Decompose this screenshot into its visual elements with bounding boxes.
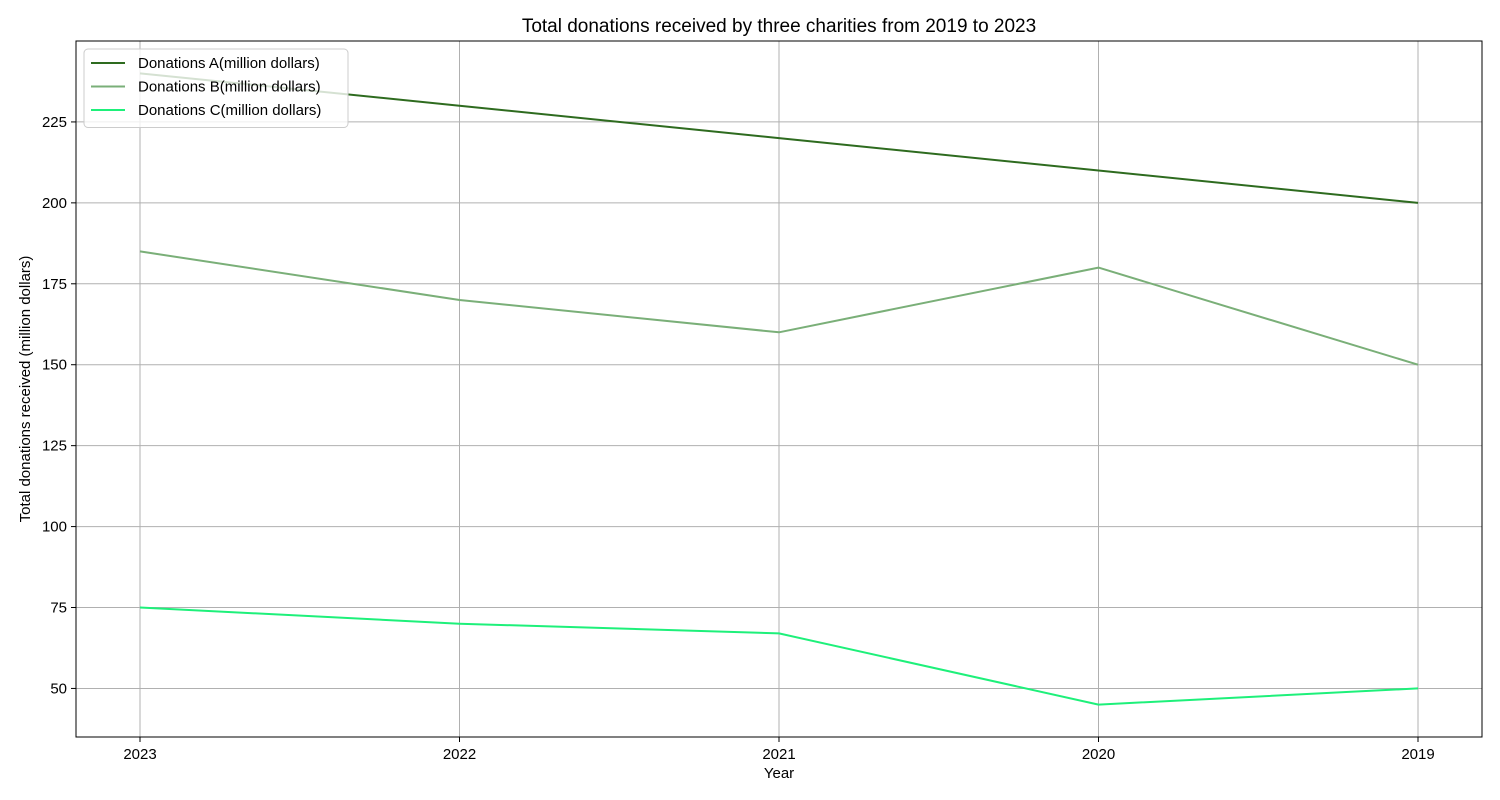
series-line-3 — [139, 606, 1419, 706]
y-tick-label: 175 — [42, 276, 67, 293]
x-axis-label: Year — [764, 765, 794, 782]
x-tick-label: 2022 — [443, 746, 476, 763]
x-tick-label: 2019 — [1401, 746, 1434, 763]
chart-title: Total donations received by three charit… — [522, 16, 1036, 37]
legend-label: Donations B(million dollars) — [138, 79, 321, 96]
series-line-1 — [139, 72, 1419, 204]
y-tick-label: 50 — [50, 680, 67, 697]
y-tick-label: 225 — [42, 114, 67, 131]
y-tick-label: 75 — [50, 600, 67, 617]
y-tick-label: 150 — [42, 357, 67, 374]
x-tick-label: 2021 — [762, 746, 795, 763]
grid-layer — [76, 41, 1482, 737]
x-tick-label: 2020 — [1082, 746, 1115, 763]
y-axis-label: Total donations received (million dollar… — [17, 256, 34, 523]
legend: Donations A(million dollars) Donations B(… — [83, 48, 349, 128]
y-tick-label: 100 — [42, 519, 67, 536]
series-layer — [139, 72, 1419, 706]
ticks-layer: 2023 2022 2021 2020 2019 50 75 100 125 150 175 200 2… — [42, 114, 1435, 763]
legend-box — [83, 48, 349, 128]
x-tick-label: 2023 — [123, 746, 156, 763]
legend-label: Donations A(million dollars) — [138, 55, 320, 72]
y-tick-label: 125 — [42, 438, 67, 455]
y-tick-label: 200 — [42, 195, 67, 212]
series-line-2 — [139, 250, 1419, 366]
legend-label: Donations C(million dollars) — [138, 102, 321, 119]
